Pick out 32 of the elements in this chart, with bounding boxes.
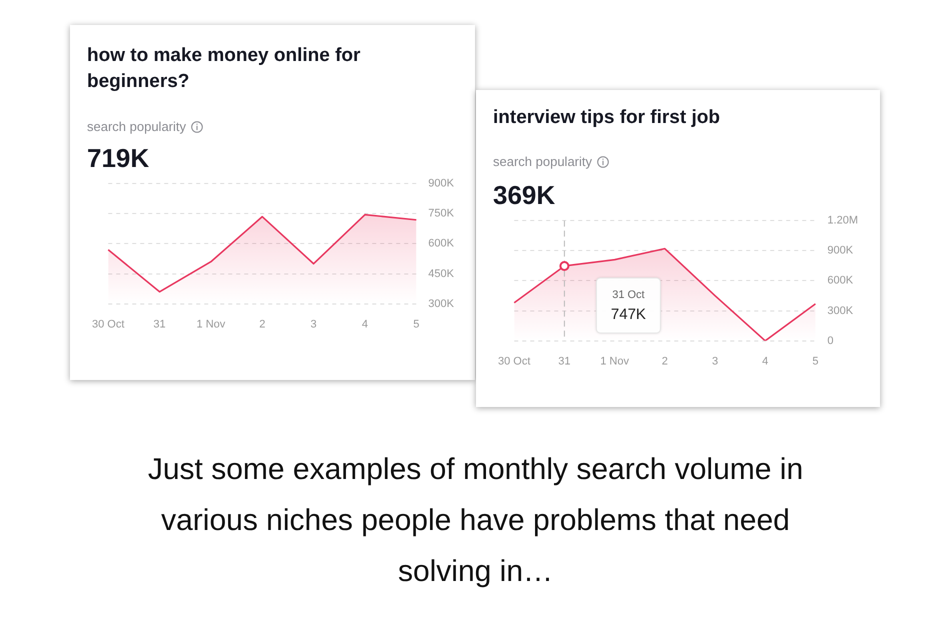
text: 369K (493, 180, 556, 211)
x-tick-label: 1 Nov (196, 318, 226, 330)
x-tick-label: 30 Oct (92, 318, 124, 330)
y-tick-label: 300K (428, 298, 455, 310)
y-tick-label: 0 (827, 334, 834, 347)
y-tick-label: 1.20M (827, 214, 858, 227)
chart-subtitle: search popularity (493, 154, 592, 169)
x-tick-label: 1 Nov (600, 355, 630, 368)
y-tick-label: 600K (428, 238, 455, 250)
chart-subtitle: search popularity (87, 119, 186, 134)
x-tick-label: 4 (762, 355, 768, 368)
x-tick-label: 31 (153, 318, 166, 330)
annotation: 31 Oct 747K (610, 289, 646, 324)
chart-title: how to make money online for beginners? (87, 44, 362, 94)
y-tick-label: 600K (827, 274, 854, 287)
x-tick-label: 31 (558, 355, 571, 368)
x-tick-label: 4 (362, 318, 368, 330)
x-tick-label: 2 (259, 318, 266, 330)
x-tick-label: 5 (413, 318, 420, 330)
text: Just some examples of monthly search volume in various niches people have problems that need solving in… (146, 452, 804, 590)
x-tick-label: 3 (712, 355, 718, 368)
y-tick-label: 750K (428, 208, 455, 220)
y-tick-label: 900K (428, 178, 455, 190)
x-tick-label: 5 (812, 355, 818, 368)
x-tick-label: 3 (310, 318, 317, 330)
y-tick-label: 450K (428, 268, 455, 280)
x-tick-label: 2 (662, 355, 668, 368)
text: 719K (87, 143, 150, 174)
x-tick-label: 30 Oct (498, 355, 530, 368)
chart-title: interview tips for first job (493, 106, 721, 130)
y-tick-label: 300K (827, 304, 854, 317)
y-tick-label: 900K (827, 244, 854, 257)
